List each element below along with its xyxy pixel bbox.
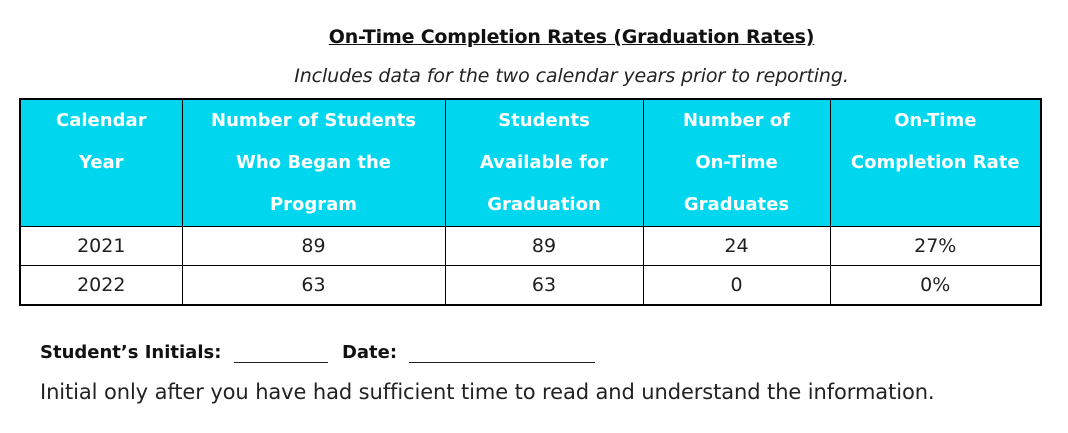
cell-on-time-graduates: 24 bbox=[642, 226, 831, 266]
table-row: 2021 89 89 24 27% bbox=[19, 226, 1042, 266]
cell-on-time-graduates: 0 bbox=[642, 265, 831, 306]
cell-year: 2021 bbox=[19, 226, 183, 266]
initials-label: Student’s Initials: bbox=[40, 342, 222, 363]
table-header-row: Calendar Year Number of Students Who Beg… bbox=[19, 98, 1042, 227]
cell-students-available: 89 bbox=[444, 226, 644, 266]
header-calendar-year: Calendar Year bbox=[19, 98, 183, 227]
cell-students-began: 89 bbox=[181, 226, 446, 266]
table-row: 2022 63 63 0 0% bbox=[19, 265, 1042, 306]
cell-students-began: 63 bbox=[181, 265, 446, 306]
header-completion-rate: On-Time Completion Rate bbox=[829, 98, 1042, 227]
cell-students-available: 63 bbox=[444, 265, 644, 306]
document-title: On-Time Completion Rates (Graduation Rat… bbox=[328, 26, 815, 48]
document-subtitle: Includes data for the two calendar years… bbox=[294, 65, 849, 87]
cell-completion-rate: 0% bbox=[829, 265, 1042, 306]
instruction-note: Initial only after you have had sufficie… bbox=[40, 380, 935, 404]
completion-rates-table: Calendar Year Number of Students Who Beg… bbox=[19, 98, 1042, 306]
date-field[interactable] bbox=[409, 344, 596, 363]
signature-line: Student’s Initials: Date: bbox=[40, 342, 596, 363]
initials-field[interactable] bbox=[233, 344, 328, 363]
header-students-began: Number of Students Who Began the Program bbox=[181, 98, 446, 227]
header-on-time-graduates: Number of On-Time Graduates bbox=[642, 98, 831, 227]
cell-year: 2022 bbox=[19, 265, 183, 306]
header-students-available: Students Available for Graduation bbox=[444, 98, 644, 227]
cell-completion-rate: 27% bbox=[829, 226, 1042, 266]
date-label: Date: bbox=[341, 342, 398, 363]
